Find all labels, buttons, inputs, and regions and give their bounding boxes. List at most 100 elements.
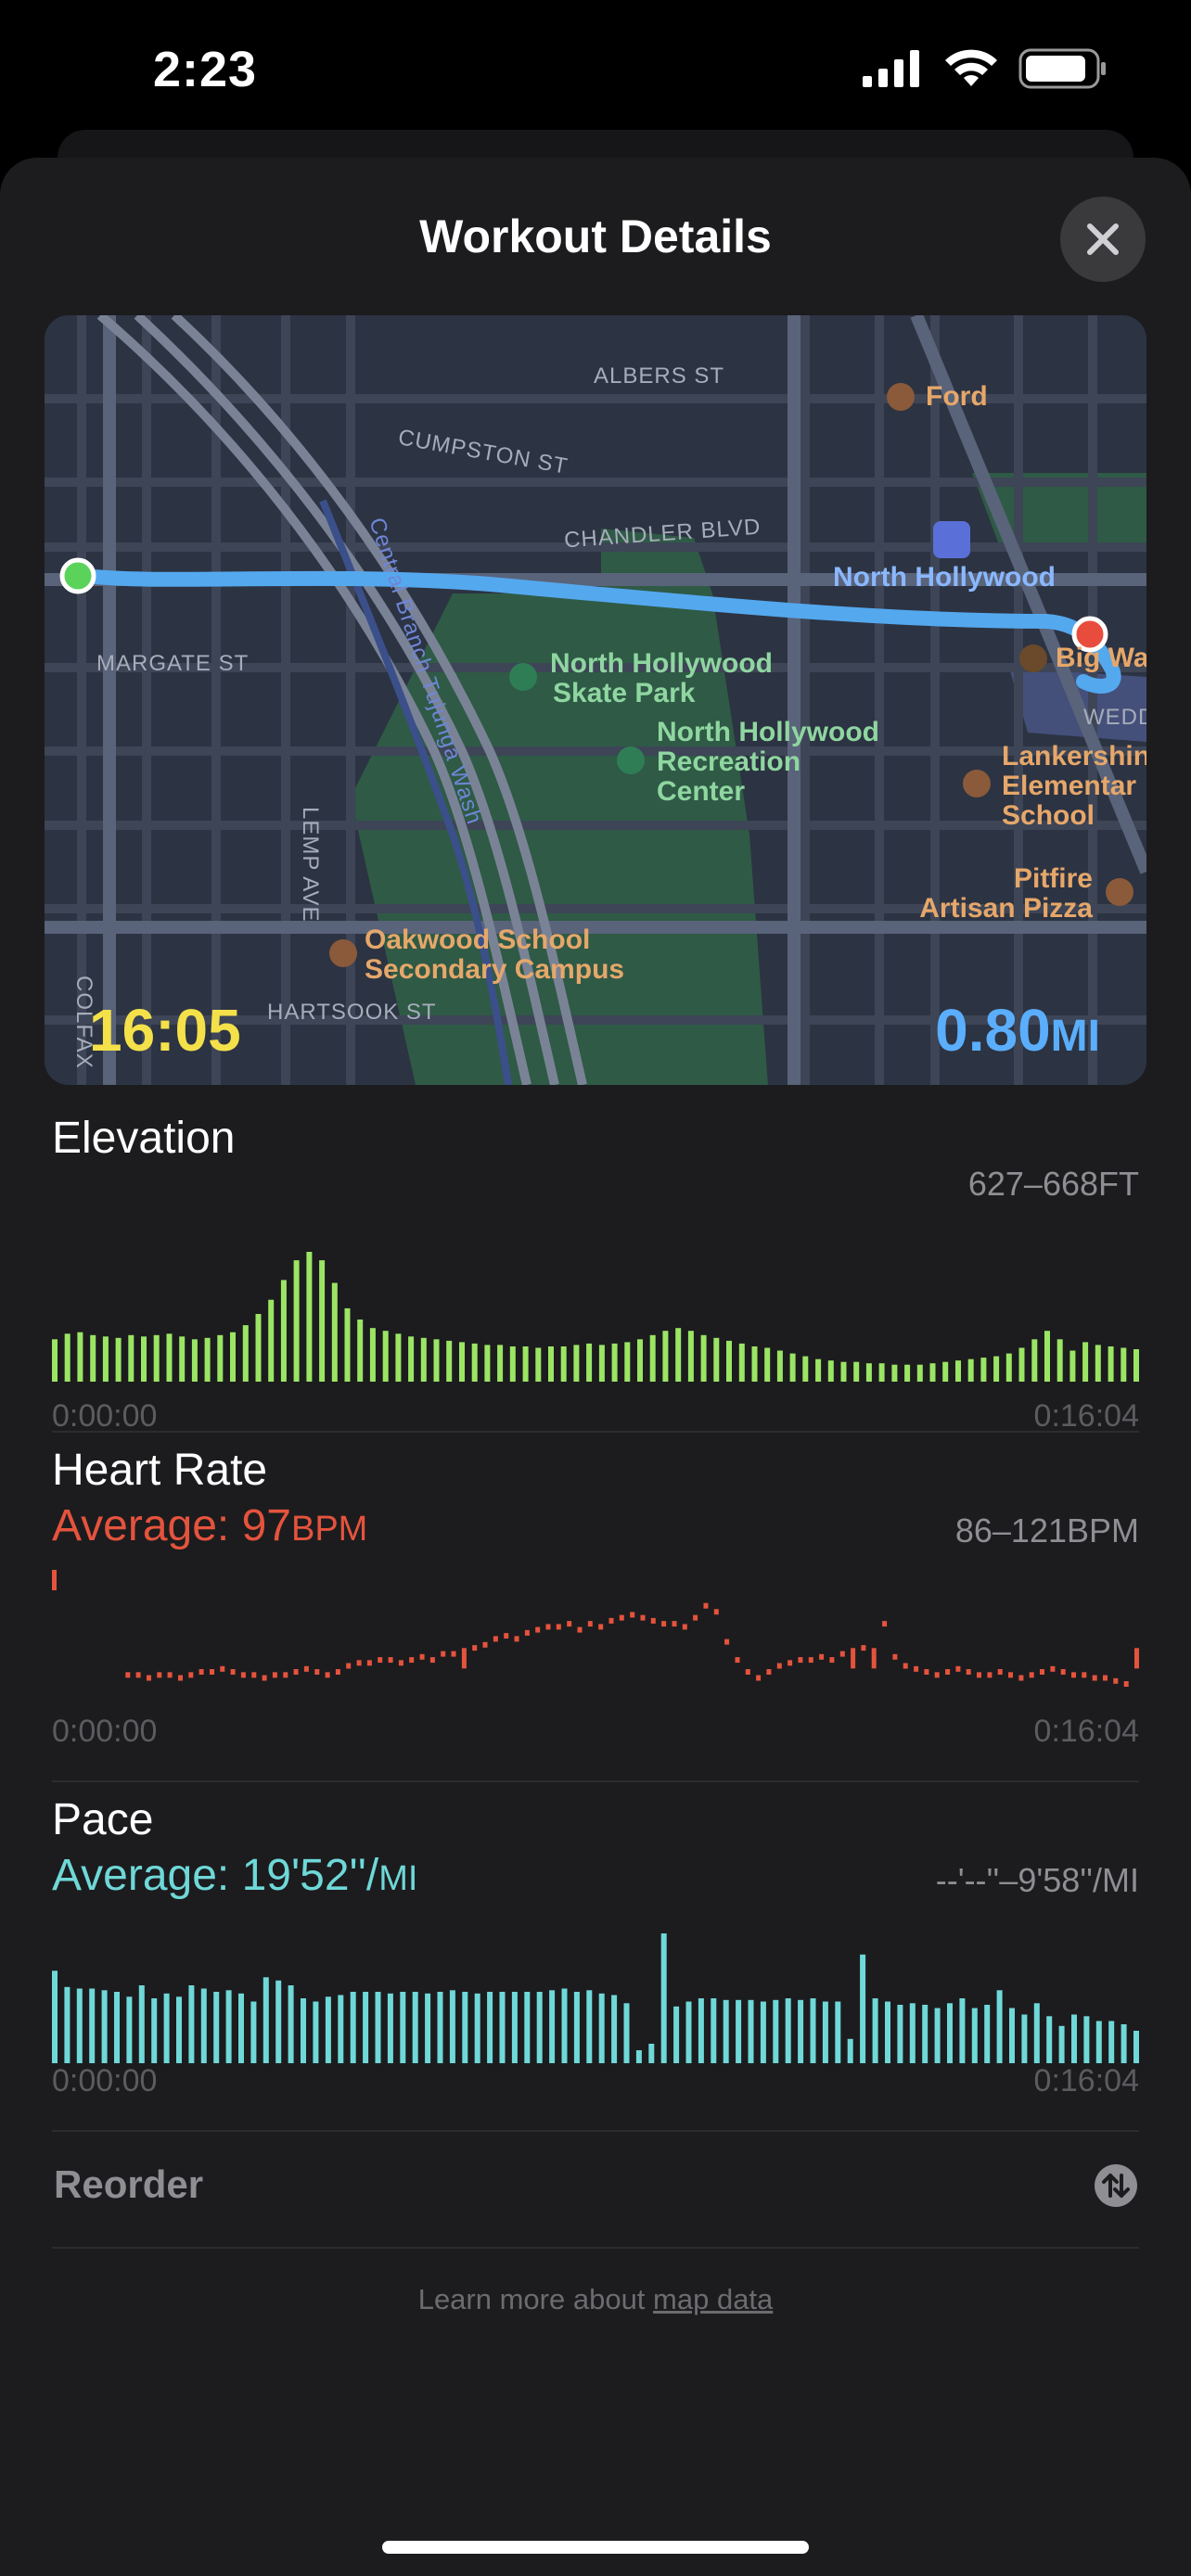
elevation-bar <box>471 1343 478 1382</box>
elevation-bar <box>382 1331 389 1382</box>
heart-rate-mark <box>524 1629 530 1636</box>
elevation-end-time: 0:16:04 <box>1033 1398 1139 1434</box>
elevation-bar <box>955 1360 961 1382</box>
heart-rate-mark <box>788 1660 793 1666</box>
heart-rate-mark <box>598 1624 604 1630</box>
heart-rate-mark <box>514 1636 519 1642</box>
pace-bar <box>425 1993 431 2063</box>
elevation-bar <box>624 1342 631 1382</box>
elevation-bar <box>700 1334 707 1382</box>
reorder-icon[interactable] <box>1095 2164 1137 2207</box>
pace-bar <box>536 1992 543 2063</box>
divider <box>52 1780 1139 1782</box>
status-bar: 2:23 <box>0 0 1191 139</box>
elevation-bar <box>191 1339 198 1382</box>
pace-chart[interactable] <box>52 1929 1139 2063</box>
pace-bar <box>1108 2021 1115 2063</box>
pace-bar <box>363 1992 369 2063</box>
heart-rate-mark <box>230 1669 236 1675</box>
heart-rate-mark <box>388 1657 393 1664</box>
close-button[interactable] <box>1060 197 1146 282</box>
heart-rate-mark <box>839 1651 845 1657</box>
pace-bar <box>263 1977 269 2063</box>
pace-bar <box>785 1998 791 2063</box>
elevation-bar <box>751 1346 758 1382</box>
home-indicator[interactable] <box>382 2541 809 2554</box>
heart-rate-mark <box>955 1665 961 1672</box>
pace-bar <box>1083 2016 1090 2063</box>
elevation-bar <box>395 1333 402 1382</box>
reorder-button[interactable]: Reorder <box>54 2162 204 2206</box>
heart-rate-mark <box>429 1657 435 1664</box>
heart-rate-mark <box>198 1669 204 1675</box>
swap-arrows-icon <box>1102 2174 1130 2198</box>
heart-rate-mark <box>1050 1665 1056 1672</box>
divider <box>52 2247 1139 2249</box>
elevation-start-time: 0:00:00 <box>52 1398 158 1434</box>
elevation-bar <box>102 1336 109 1382</box>
pace-bar <box>673 2006 680 2063</box>
pace-bar <box>984 2005 991 2063</box>
pace-bar <box>1046 2016 1053 2063</box>
elevation-bar <box>357 1320 364 1382</box>
pace-range: --'--''–9'58''/MI <box>935 1861 1139 1899</box>
pace-bar <box>275 1980 282 2063</box>
pace-bar <box>114 1992 120 2063</box>
heart-rate-chart[interactable] <box>52 1565 1139 1714</box>
pace-bar <box>151 1998 158 2063</box>
pace-bar <box>711 1998 717 2063</box>
elevation-range: 627–668FT <box>967 1165 1139 1203</box>
heart-rate-mark <box>545 1624 551 1630</box>
map-street-label: WEDD <box>1083 705 1146 730</box>
elevation-bar <box>853 1361 860 1382</box>
elevation-bar <box>827 1360 834 1382</box>
route-map[interactable]: ALBERS ST CUMPSTON ST CHANDLER BLVD MARG… <box>45 315 1146 1085</box>
heart-rate-mark <box>178 1675 183 1681</box>
elevation-bar <box>929 1363 936 1382</box>
heart-rate-mark <box>356 1660 362 1666</box>
heart-rate-mark <box>314 1669 320 1675</box>
pace-bar <box>89 1988 96 2063</box>
elevation-bar <box>586 1343 593 1382</box>
pace-bar <box>822 2001 828 2063</box>
heart-rate-mark <box>672 1621 677 1627</box>
heart-rate-mark <box>1134 1648 1139 1669</box>
map-data-link[interactable]: map data <box>653 2283 774 2315</box>
pace-bar <box>723 1999 729 2063</box>
elevation-bar <box>1069 1350 1076 1382</box>
elevation-chart[interactable] <box>52 1224 1139 1382</box>
pace-bar <box>163 1993 170 2063</box>
elevation-bar <box>1018 1347 1025 1382</box>
heart-rate-mark <box>1040 1669 1044 1675</box>
heart-rate-mark <box>325 1672 330 1678</box>
pace-bar <box>1009 2008 1015 2063</box>
pace-bar <box>922 2005 928 2063</box>
heart-rate-mark <box>808 1657 813 1664</box>
pace-bar <box>934 2008 941 2063</box>
elevation-bar <box>967 1358 974 1382</box>
pace-bar <box>810 1998 816 2063</box>
heart-rate-mark <box>1123 1681 1129 1687</box>
elevation-bar <box>344 1307 351 1382</box>
elevation-bar <box>242 1325 249 1382</box>
heart-rate-mark <box>535 1626 541 1633</box>
pace-bar <box>126 1996 133 2063</box>
pace-bar <box>225 1990 232 2063</box>
heart-rate-mark <box>188 1672 194 1678</box>
pace-bar <box>449 1990 455 2063</box>
elevation-bar <box>675 1328 682 1382</box>
heart-rate-mark <box>987 1672 992 1678</box>
pace-bar <box>623 2003 630 2063</box>
elevation-bar <box>420 1337 427 1382</box>
elevation-bar <box>611 1343 618 1382</box>
elevation-bar <box>1108 1346 1114 1382</box>
pace-bar <box>611 1995 618 2063</box>
heart-rate-mark <box>608 1617 614 1624</box>
pace-bar <box>176 1996 182 2063</box>
heart-rate-mark <box>147 1675 151 1681</box>
pace-bar <box>947 2003 953 2063</box>
pace-bar <box>1021 2014 1028 2063</box>
pace-bar <box>213 1992 220 2063</box>
heart-rate-mark <box>1029 1672 1034 1678</box>
pace-bar <box>524 1992 531 2063</box>
